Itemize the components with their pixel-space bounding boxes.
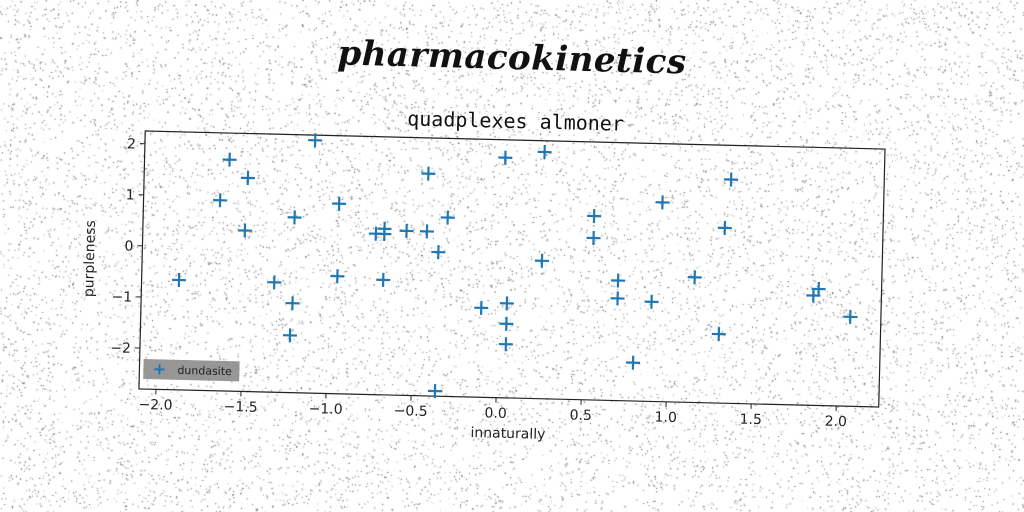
data-point <box>282 328 298 343</box>
data-point <box>611 273 626 288</box>
data-point <box>308 133 323 148</box>
data-point <box>534 253 549 268</box>
y-tick-label: 0 <box>124 238 133 254</box>
data-point <box>213 193 228 208</box>
data-point <box>419 224 434 239</box>
legend-box <box>143 359 240 382</box>
x-tick-label: −1.0 <box>308 401 342 418</box>
data-point <box>626 355 641 370</box>
plot-frame <box>138 130 886 408</box>
data-point <box>377 226 392 241</box>
y-tick-label: 2 <box>127 136 136 152</box>
data-point <box>330 269 345 284</box>
data-point <box>498 150 513 165</box>
data-point <box>499 296 514 311</box>
y-tick-label: 1 <box>126 187 135 203</box>
x-tick-label: 2.0 <box>824 414 847 431</box>
data-point <box>610 291 625 306</box>
data-point <box>537 144 552 160</box>
data-point <box>332 196 347 211</box>
data-point <box>474 300 489 315</box>
y-axis-ticks: 2 1 0 −1 −2 <box>110 136 145 357</box>
data-point <box>711 327 726 342</box>
data-point <box>724 172 739 187</box>
data-point <box>427 384 442 399</box>
data-point <box>655 195 670 210</box>
data-markers <box>172 133 858 399</box>
x-axis-label: innaturally <box>470 425 545 443</box>
x-tick-label: −0.5 <box>393 403 427 420</box>
data-point <box>240 170 255 185</box>
data-point <box>811 281 826 297</box>
data-point <box>586 231 601 246</box>
data-point <box>287 210 302 225</box>
data-point <box>717 220 732 235</box>
data-point <box>499 316 514 331</box>
legend: dundasite <box>143 359 240 382</box>
x-tick-label: 0.5 <box>569 407 592 424</box>
data-point <box>431 245 446 260</box>
y-tick-label: −2 <box>110 340 131 356</box>
data-point <box>399 223 414 238</box>
data-point <box>498 337 513 352</box>
data-point <box>222 152 237 167</box>
data-point <box>267 275 282 290</box>
x-tick-label: −1.5 <box>223 399 257 416</box>
y-axis-label: purpleness <box>81 220 99 297</box>
data-point <box>440 210 455 225</box>
legend-entry-label: dundasite <box>177 364 232 378</box>
chart-title: quadplexes almoner <box>407 106 624 135</box>
y-tick-label: −1 <box>111 289 132 305</box>
x-tick-label: 1.0 <box>654 410 677 427</box>
data-point <box>421 166 436 181</box>
x-axis-ticks: −2.0 −1.5 −1.0 −0.5 0.0 0.5 1.0 1.5 2.0 <box>138 389 847 430</box>
x-tick-label: 1.5 <box>739 412 762 429</box>
x-tick-label: −2.0 <box>138 397 172 414</box>
legend-marker-plus-icon <box>154 364 165 375</box>
data-point <box>237 223 252 238</box>
data-point <box>644 294 659 309</box>
x-tick-label: 0.0 <box>484 405 507 422</box>
data-point <box>843 309 858 324</box>
data-point <box>376 272 391 287</box>
plot-group: −2.0 −1.5 −1.0 −0.5 0.0 0.5 1.0 1.5 2.0 210−1−2 … <box>81 106 886 443</box>
data-point <box>687 270 702 285</box>
data-point <box>587 209 602 224</box>
data-point <box>172 273 187 288</box>
data-point <box>285 296 300 311</box>
